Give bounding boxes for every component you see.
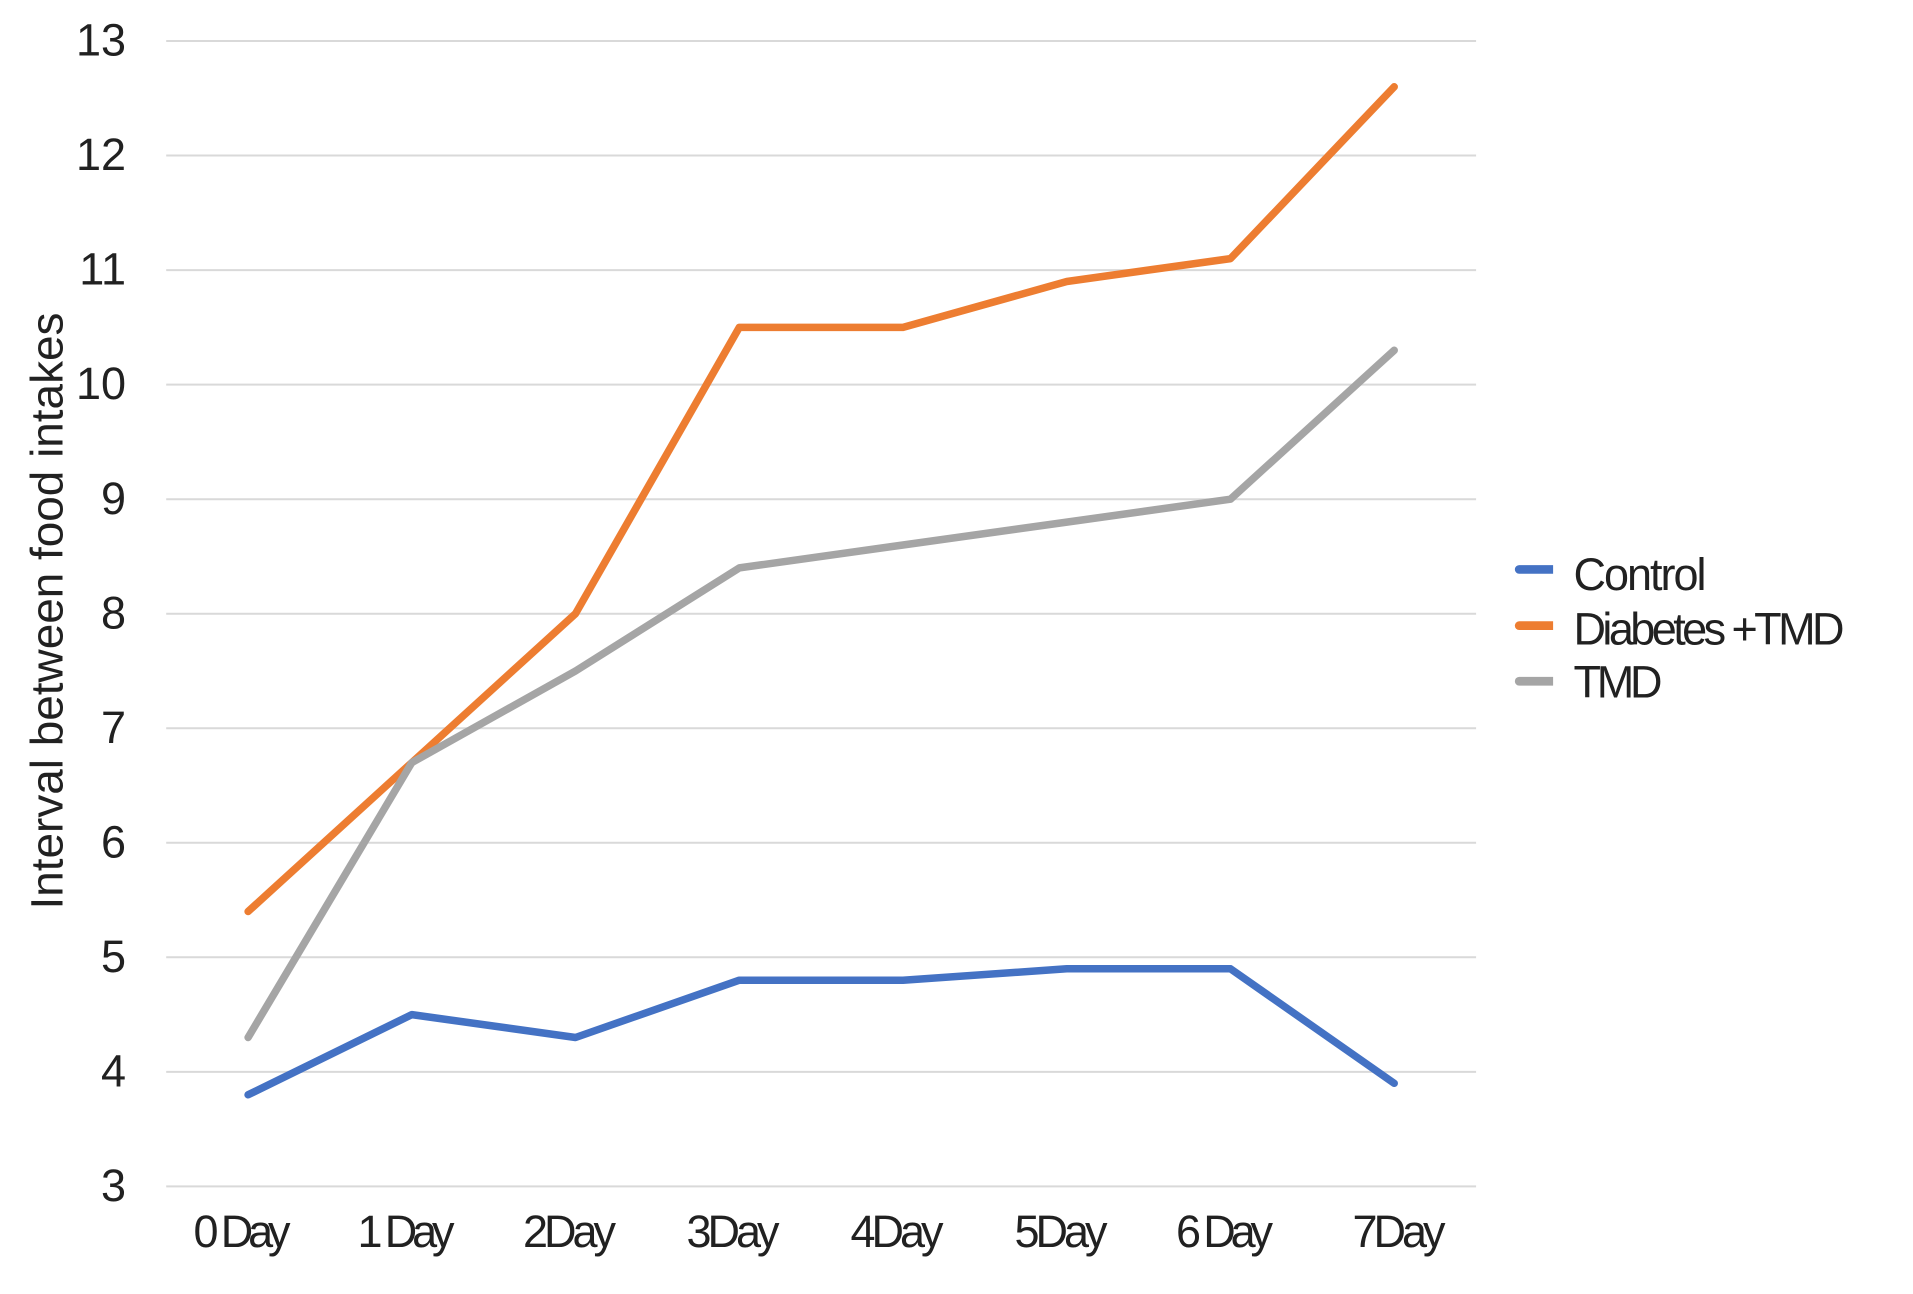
svg-text:10: 10 — [76, 358, 126, 409]
svg-text:4: 4 — [101, 1046, 126, 1097]
svg-text:5: 5 — [101, 931, 126, 982]
svg-text:6 Day: 6 Day — [1176, 1206, 1274, 1257]
svg-text:12: 12 — [76, 129, 126, 180]
svg-text:7Day: 7Day — [1353, 1206, 1447, 1257]
svg-text:1 Day: 1 Day — [358, 1206, 456, 1257]
svg-text:8: 8 — [101, 587, 126, 638]
svg-text:2Day: 2Day — [523, 1206, 617, 1257]
svg-text:11: 11 — [79, 244, 126, 295]
svg-text:Diabetes +TMD: Diabetes +TMD — [1574, 604, 1845, 655]
svg-text:TMD: TMD — [1574, 657, 1663, 708]
svg-text:3Day: 3Day — [687, 1206, 781, 1257]
svg-text:Control: Control — [1574, 549, 1707, 600]
svg-text:6: 6 — [101, 816, 126, 867]
svg-text:0 Day: 0 Day — [194, 1206, 292, 1257]
svg-text:7: 7 — [101, 702, 126, 753]
svg-text:13: 13 — [76, 15, 126, 66]
svg-text:9: 9 — [101, 473, 126, 524]
svg-text:Interval between food intakes: Interval between food intakes — [22, 313, 73, 910]
svg-text:3: 3 — [101, 1160, 126, 1211]
svg-text:5Day: 5Day — [1015, 1206, 1109, 1257]
svg-text:4Day: 4Day — [851, 1206, 945, 1257]
